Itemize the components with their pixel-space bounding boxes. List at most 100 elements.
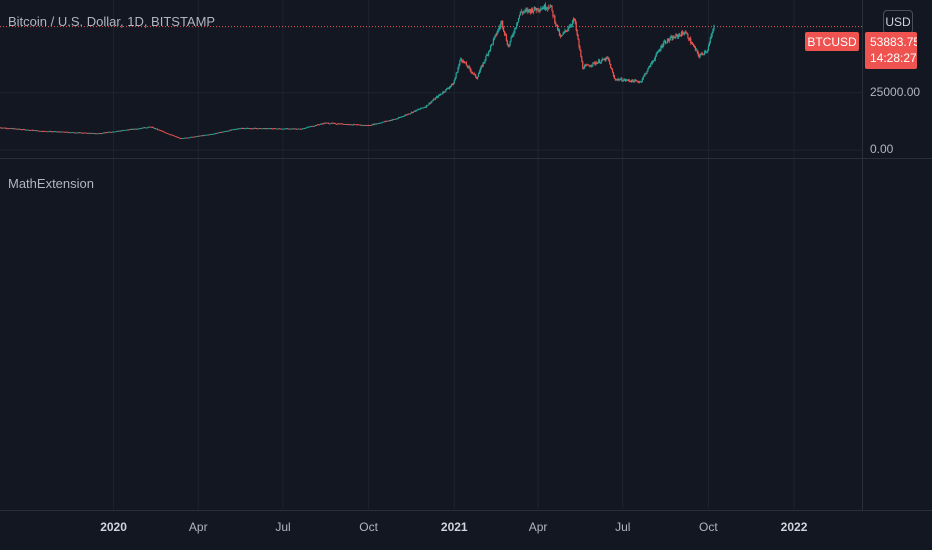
candle-body: [233, 129, 236, 130]
candle-body: [74, 132, 77, 134]
candle-body: [104, 132, 106, 134]
candle-body: [421, 107, 423, 109]
candle-body: [702, 53, 704, 55]
candle-body: [315, 125, 318, 126]
candle-body: [491, 43, 494, 45]
chart-title[interactable]: Bitcoin / U.S. Dollar, 1D, BITSTAMP: [8, 14, 216, 29]
candle-body: [479, 68, 481, 72]
candle-body: [409, 113, 412, 114]
candle-body: [602, 58, 604, 60]
candle-body: [136, 128, 138, 130]
candle-body: [571, 21, 574, 25]
candle-body: [114, 131, 117, 133]
candle-body: [298, 128, 300, 130]
candle-body: [49, 131, 51, 132]
candle-body: [386, 120, 388, 122]
candle-body: [703, 54, 705, 55]
candle-body: [271, 128, 273, 130]
bar-countdown: 14:28:27: [870, 51, 917, 65]
candle-body: [498, 27, 500, 30]
candle-body: [229, 129, 231, 131]
candle-body: [281, 128, 283, 130]
candle-body: [122, 130, 124, 131]
candle-body: [627, 79, 629, 81]
candle-body: [5, 127, 8, 129]
candle-body: [363, 124, 365, 126]
candle-body: [614, 78, 616, 80]
main-chart-pane[interactable]: [0, 0, 862, 158]
candle-body: [59, 131, 62, 133]
candle-body: [393, 119, 395, 120]
candle-body: [465, 62, 467, 66]
candle-body: [342, 124, 345, 125]
candle-body: [161, 130, 163, 132]
candle-body: [684, 32, 686, 34]
candle-body: [11, 128, 13, 130]
candle-body: [220, 132, 222, 133]
candle-body: [484, 60, 486, 62]
candle-body: [331, 122, 333, 124]
candle-body: [704, 51, 706, 55]
candle-body: [640, 81, 642, 83]
candle-body: [418, 109, 420, 111]
candle-body: [435, 96, 438, 98]
candle-body: [323, 122, 325, 124]
candle-body: [215, 133, 217, 134]
candle-body: [37, 130, 39, 132]
candle-body: [180, 138, 183, 140]
candle-body: [166, 132, 168, 134]
candle-body: [58, 131, 60, 133]
candle-body: [370, 125, 373, 127]
candle-body: [226, 130, 228, 132]
candle-body: [352, 124, 354, 126]
candle-body: [303, 128, 305, 130]
candle-body: [451, 84, 454, 86]
candle-body: [29, 130, 31, 131]
indicator-title[interactable]: MathExtension: [8, 176, 94, 191]
candle-body: [92, 133, 94, 134]
candle-body: [109, 131, 111, 133]
candle-body: [173, 135, 175, 137]
currency-button[interactable]: USD: [883, 10, 913, 34]
candle-body: [340, 123, 342, 125]
candle-body: [373, 123, 375, 125]
candle-body: [404, 115, 406, 117]
candle-body: [658, 50, 660, 52]
candle-body: [441, 93, 443, 95]
candle-body: [683, 33, 685, 35]
candle-body: [524, 9, 526, 12]
candle-body: [378, 123, 380, 124]
candle-body: [277, 128, 279, 130]
indicator-pane[interactable]: [0, 159, 862, 509]
candle-body: [86, 133, 89, 134]
candle-body: [218, 132, 220, 134]
candle-body: [604, 58, 606, 61]
candle-body: [552, 10, 554, 17]
candle-body: [2, 127, 4, 129]
candle-body: [54, 131, 56, 133]
candle-body: [147, 127, 149, 128]
pane-separator[interactable]: [0, 158, 932, 159]
candle-body: [139, 128, 142, 130]
candle-body: [549, 5, 551, 8]
candle-body: [513, 32, 515, 35]
candle-body: [269, 128, 271, 130]
candle-body: [250, 128, 252, 130]
candle-body: [616, 79, 618, 81]
candle-body: [264, 128, 266, 129]
candle-body: [508, 44, 510, 47]
candle-body: [557, 29, 560, 31]
candle-body: [197, 135, 199, 137]
candle-body: [453, 80, 455, 84]
candle-body: [225, 130, 227, 132]
candle-body: [286, 128, 288, 130]
candle-body: [93, 133, 95, 134]
candle-body: [106, 132, 108, 134]
candle-body: [206, 134, 208, 136]
candle-body: [699, 55, 701, 58]
candle-body: [26, 129, 28, 131]
candle-body: [384, 121, 386, 122]
candle-body: [550, 5, 552, 7]
candle-body: [591, 65, 593, 66]
candle-body: [686, 32, 688, 34]
